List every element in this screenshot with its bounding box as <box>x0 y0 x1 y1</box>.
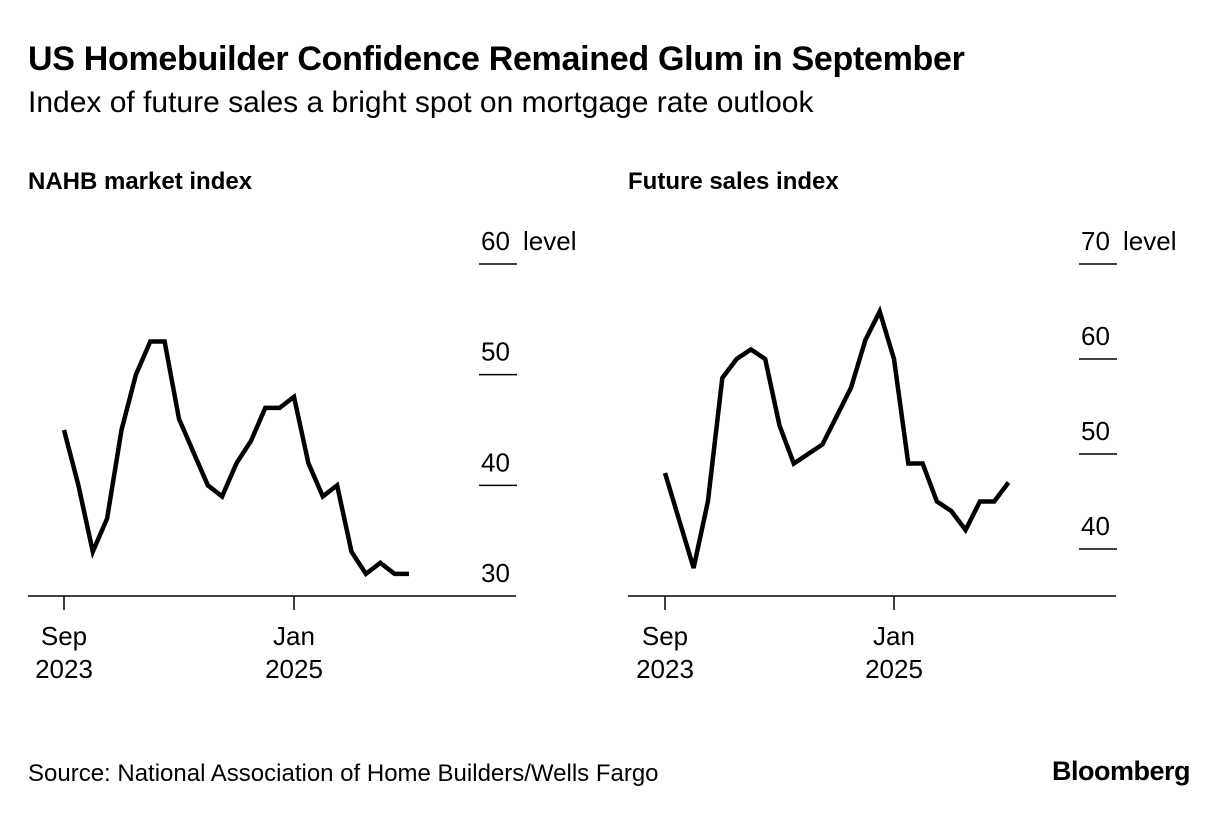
y-unit-label-nahb: level <box>523 226 576 256</box>
y-unit-label-future-sales: level <box>1123 226 1176 256</box>
panel-title-future-sales: Future sales index <box>628 168 839 195</box>
y-tick-label-nahb-40: 40 <box>481 447 510 477</box>
y-tick-label-future-sales-70: 70 <box>1081 226 1110 256</box>
x-tick-year-future-sales-2025-01: 2025 <box>865 654 923 684</box>
y-tick-label-nahb-50: 50 <box>481 337 510 367</box>
y-tick-label-future-sales-50: 50 <box>1081 416 1110 446</box>
bloomberg-logo: Bloomberg <box>1051 756 1191 786</box>
x-tick-year-nahb-2025-01: 2025 <box>265 654 323 684</box>
y-tick-label-nahb-60: 60 <box>481 226 510 256</box>
x-tick-year-future-sales-2023-09: 2023 <box>636 654 694 684</box>
y-tick-label-future-sales-40: 40 <box>1081 511 1110 541</box>
y-tick-label-nahb-30: 30 <box>481 558 510 588</box>
y-tick-label-future-sales-60: 60 <box>1081 321 1110 351</box>
chart-subtitle: Index of future sales a bright spot on m… <box>28 86 814 119</box>
series-line-nahb <box>61 339 409 578</box>
x-tick-month-future-sales-2025-01: Jan <box>873 621 915 651</box>
x-tick-month-nahb-2023-09: Sep <box>41 621 87 651</box>
chart-title: US Homebuilder Confidence Remained Glum … <box>28 40 965 78</box>
panel-title-nahb: NAHB market index <box>28 168 253 195</box>
series-line-future-sales <box>662 305 1011 569</box>
x-tick-year-nahb-2023-09: 2023 <box>35 654 93 684</box>
x-tick-month-future-sales-2023-09: Sep <box>642 621 688 651</box>
source-note: Source: National Association of Home Bui… <box>28 760 659 787</box>
x-tick-month-nahb-2025-01: Jan <box>273 621 315 651</box>
